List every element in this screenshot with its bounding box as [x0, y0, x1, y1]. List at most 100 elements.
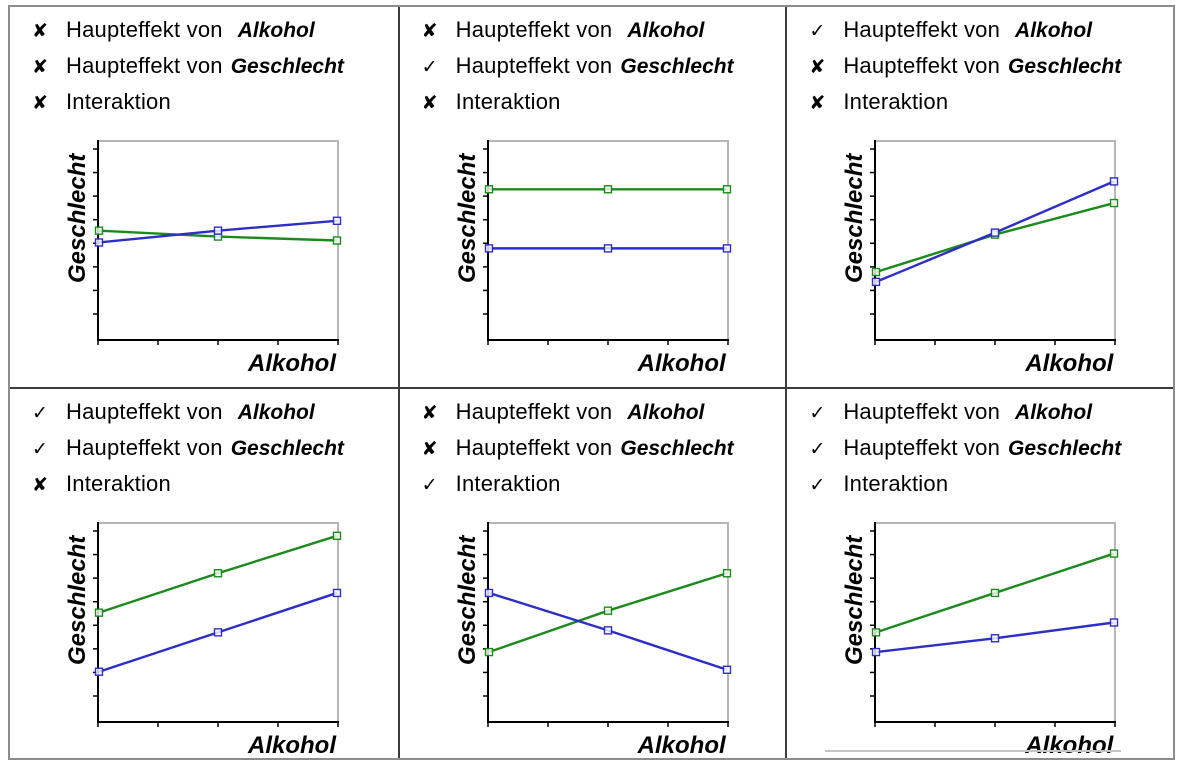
cross-icon: ✘	[32, 21, 48, 42]
effect-list: ✓ Haupteffekt von Alkohol ✓ Haupteffekt …	[20, 397, 394, 507]
effect-row-alkohol: ✓ Haupteffekt von Alkohol	[20, 399, 394, 435]
check-icon: ✓	[809, 403, 826, 424]
y-axis-label: Geschlecht	[841, 153, 869, 283]
factor-name: Geschlecht	[230, 437, 344, 460]
plot-area	[93, 522, 342, 727]
cross-icon: ✘	[32, 475, 48, 496]
x-axis-label: Alkohol	[637, 732, 726, 758]
check-icon: ✓	[421, 475, 438, 496]
factor-name: Alkohol	[1015, 401, 1093, 424]
x-axis-label: Alkohol	[1025, 350, 1114, 377]
cross-icon: ✘	[809, 57, 826, 78]
effect-label: Haupteffekt von	[66, 435, 223, 460]
effect-row-interaktion: ✘ Interaktion	[797, 89, 1169, 125]
check-icon: ✓	[32, 403, 48, 424]
effect-label: Haupteffekt von	[455, 17, 613, 42]
factor-name: Geschlecht	[1008, 55, 1122, 78]
check-icon: ✓	[32, 439, 48, 460]
effect-row-geschlecht: ✘ Haupteffekt von Geschlecht	[20, 53, 394, 89]
y-axis-label: Geschlecht	[64, 153, 91, 283]
effect-label: Haupteffekt von	[843, 435, 1001, 460]
effect-row-alkohol: ✓ Haupteffekt von Alkohol	[797, 17, 1169, 53]
y-axis-label: Geschlecht	[453, 153, 481, 283]
effect-row-alkohol: ✘ Haupteffekt von Alkohol	[410, 399, 782, 435]
check-icon: ✓	[809, 21, 826, 42]
factor-name: Alkohol	[237, 19, 315, 42]
effect-label: Interaktion	[455, 89, 561, 114]
effect-row-geschlecht: ✓ Haupteffekt von Geschlecht	[410, 53, 782, 89]
effect-row-alkohol: ✘ Haupteffekt von Alkohol	[410, 17, 782, 53]
panel-interaction-only: ✘ Haupteffekt von Alkohol ✘ Haupteffekt …	[397, 387, 786, 758]
divider-line	[825, 750, 1122, 752]
effect-list: ✘ Haupteffekt von Alkohol ✓ Haupteffekt …	[410, 15, 782, 125]
effect-label: Haupteffekt von	[843, 53, 1001, 78]
x-axis-label: Alkohol	[1025, 732, 1114, 758]
interaction-chart: Geschlecht Alkohol	[797, 137, 1169, 385]
cross-icon: ✘	[421, 93, 438, 114]
plot-area	[870, 140, 1119, 345]
cross-icon: ✘	[421, 403, 438, 424]
effect-row-interaktion: ✘ Interaktion	[20, 471, 394, 507]
effect-label: Haupteffekt von	[66, 399, 223, 424]
effect-label: Haupteffekt von	[66, 17, 223, 42]
effect-row-geschlecht: ✘ Haupteffekt von Geschlecht	[410, 435, 782, 471]
panel-grid: ✘ Haupteffekt von Alkohol ✘ Haupteffekt …	[8, 5, 1175, 760]
cross-icon: ✘	[421, 21, 438, 42]
factor-name: Alkohol	[237, 401, 315, 424]
cross-icon: ✘	[32, 57, 48, 78]
effect-row-interaktion: ✘ Interaktion	[20, 89, 394, 125]
plot-area	[93, 140, 342, 345]
y-axis-label: Geschlecht	[64, 535, 91, 665]
effect-list: ✘ Haupteffekt von Alkohol ✘ Haupteffekt …	[410, 397, 782, 507]
check-icon: ✓	[809, 439, 826, 460]
effect-label: Haupteffekt von	[455, 435, 613, 460]
effect-label: Interaktion	[843, 89, 949, 114]
factor-name: Alkohol	[1015, 19, 1093, 42]
effect-row-alkohol: ✓ Haupteffekt von Alkohol	[797, 399, 1169, 435]
x-axis-label: Alkohol	[248, 350, 336, 377]
x-axis-label: Alkohol	[637, 350, 726, 377]
cross-icon: ✘	[809, 93, 826, 114]
factor-name: Geschlecht	[620, 437, 734, 460]
effect-row-interaktion: ✘ Interaktion	[410, 89, 782, 125]
factor-name: Alkohol	[627, 19, 705, 42]
interaction-chart: Geschlecht Alkohol	[410, 519, 782, 758]
effect-row-interaktion: ✓ Interaktion	[797, 471, 1169, 507]
factor-name: Geschlecht	[230, 55, 344, 78]
y-axis-label: Geschlecht	[841, 535, 869, 665]
panel-both-main-effects: ✓ Haupteffekt von Alkohol ✓ Haupteffekt …	[10, 387, 398, 758]
interaction-chart: Geschlecht Alkohol	[20, 137, 394, 385]
factor-name: Geschlecht	[1008, 437, 1122, 460]
panel-alkohol-effect: ✓ Haupteffekt von Alkohol ✘ Haupteffekt …	[785, 7, 1173, 387]
y-axis-label: Geschlecht	[453, 535, 481, 665]
effect-list: ✘ Haupteffekt von Alkohol ✘ Haupteffekt …	[20, 15, 394, 125]
factor-name: Geschlecht	[620, 55, 734, 78]
plot-area	[482, 522, 731, 727]
interaction-chart: Geschlecht Alkohol	[410, 137, 782, 385]
factor-name: Alkohol	[627, 401, 705, 424]
cross-icon: ✘	[421, 439, 438, 460]
effect-label: Haupteffekt von	[843, 399, 1001, 424]
effect-row-geschlecht: ✓ Haupteffekt von Geschlecht	[797, 435, 1169, 471]
effect-row-interaktion: ✓ Interaktion	[410, 471, 782, 507]
effect-list: ✓ Haupteffekt von Alkohol ✘ Haupteffekt …	[797, 15, 1169, 125]
effect-label: Interaktion	[455, 471, 561, 496]
x-axis-label: Alkohol	[248, 732, 336, 758]
effect-label: Interaktion	[66, 89, 171, 114]
effect-label: Interaktion	[843, 471, 949, 496]
effect-row-alkohol: ✘ Haupteffekt von Alkohol	[20, 17, 394, 53]
plot-area	[482, 140, 731, 345]
interaction-chart: Geschlecht Alkohol	[797, 519, 1169, 758]
effect-row-geschlecht: ✓ Haupteffekt von Geschlecht	[20, 435, 394, 471]
effect-label: Haupteffekt von	[843, 17, 1001, 42]
effect-label: Interaktion	[66, 471, 171, 496]
effect-label: Haupteffekt von	[455, 53, 613, 78]
effect-label: Haupteffekt von	[455, 399, 613, 424]
check-icon: ✓	[809, 475, 826, 496]
effect-label: Haupteffekt von	[66, 53, 223, 78]
check-icon: ✓	[421, 57, 438, 78]
effect-list: ✓ Haupteffekt von Alkohol ✓ Haupteffekt …	[797, 397, 1169, 507]
interaction-chart: Geschlecht Alkohol	[20, 519, 394, 758]
effect-row-geschlecht: ✘ Haupteffekt von Geschlecht	[797, 53, 1169, 89]
panel-geschlecht-effect: ✘ Haupteffekt von Alkohol ✓ Haupteffekt …	[397, 7, 786, 387]
